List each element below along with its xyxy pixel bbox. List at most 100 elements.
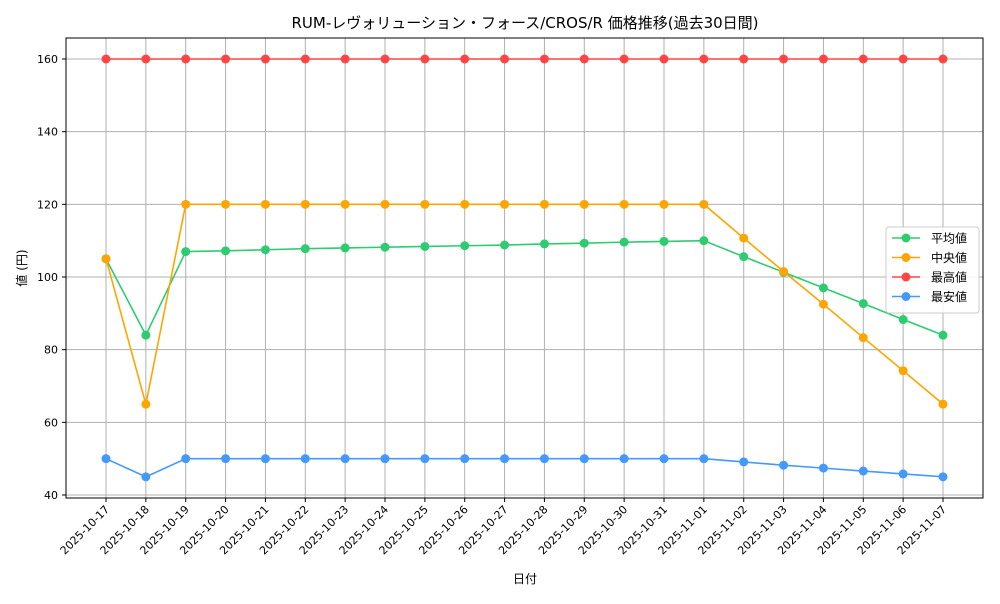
legend-marker [901,272,911,282]
y-tick-label: 40 [44,489,58,502]
y-axis-label: 値 (円) [14,249,29,286]
data-point [659,236,669,246]
data-point [898,469,908,479]
data-point [699,454,709,464]
y-tick-label: 60 [44,416,58,429]
data-point [460,454,470,464]
series-2 [101,54,948,64]
data-point [739,233,749,243]
data-point [340,454,350,464]
data-point [500,454,510,464]
data-point [300,244,310,254]
data-point [579,238,589,248]
legend-marker [901,253,911,262]
data-point [858,54,868,64]
data-point [221,454,231,464]
data-point [380,199,390,209]
data-point [380,54,390,64]
data-point [460,54,470,64]
data-point [101,454,111,464]
data-point [619,54,629,64]
data-point [619,199,629,209]
data-point [779,460,789,470]
data-point [221,246,231,256]
legend-label: 最高値 [931,270,967,285]
data-point [420,54,430,64]
data-point [779,54,789,64]
data-point [739,457,749,467]
data-point [300,199,310,209]
data-point [181,247,191,257]
data-point [858,299,868,309]
y-tick-label: 140 [37,126,58,139]
data-point [818,283,828,293]
data-point [141,54,151,64]
data-point [260,199,270,209]
data-point [579,454,589,464]
plot-frame [65,37,984,499]
data-point [579,54,589,64]
data-point [539,239,549,249]
data-point [300,54,310,64]
data-point [659,199,669,209]
data-point [579,199,589,209]
legend-label: 平均値 [931,231,967,246]
series-line [105,239,944,337]
data-point [460,199,470,209]
data-point [539,454,549,464]
data-point [938,54,948,64]
y-tick-label: 120 [37,198,58,211]
data-point [938,472,948,482]
data-point [858,466,868,476]
y-tick-label: 80 [44,344,58,357]
data-point [500,54,510,64]
data-point [938,399,948,409]
legend-box [885,226,980,314]
legend-marker [901,292,911,301]
data-point [141,399,151,409]
data-point [898,366,908,376]
data-point [818,463,828,473]
data-point [500,199,510,209]
data-point [181,199,191,209]
x-axis-label: 日付 [513,572,537,586]
data-point [340,243,350,253]
legend-label: 中央値 [931,250,967,265]
data-point [739,252,749,262]
data-point [181,454,191,464]
data-point [818,299,828,309]
data-point [141,330,151,340]
data-point [101,254,111,264]
data-point [779,267,789,277]
data-point [420,454,430,464]
data-point [858,333,868,343]
series-0 [101,236,948,340]
data-point [260,454,270,464]
data-point [181,54,191,64]
chart-title: RUM-レヴォリューション・フォース/CROS/R 価格推移(過去30日間) [291,14,758,32]
data-point [699,199,709,209]
data-point [380,454,390,464]
data-point [619,454,629,464]
data-point [659,454,669,464]
data-point [380,242,390,252]
y-tick-label: 160 [37,53,58,66]
data-point [699,236,709,246]
data-point [898,54,908,64]
series-line [105,457,944,478]
data-point [699,54,709,64]
data-point [221,54,231,64]
data-point [539,199,549,209]
data-point [818,54,828,64]
data-point [221,199,231,209]
data-point [938,330,948,340]
data-point [101,54,111,64]
data-point [260,245,270,255]
data-point [659,54,669,64]
data-point [619,237,629,247]
legend-label: 最安値 [931,289,967,304]
data-point [340,199,350,209]
data-point [460,241,470,251]
legend-marker [901,233,911,243]
